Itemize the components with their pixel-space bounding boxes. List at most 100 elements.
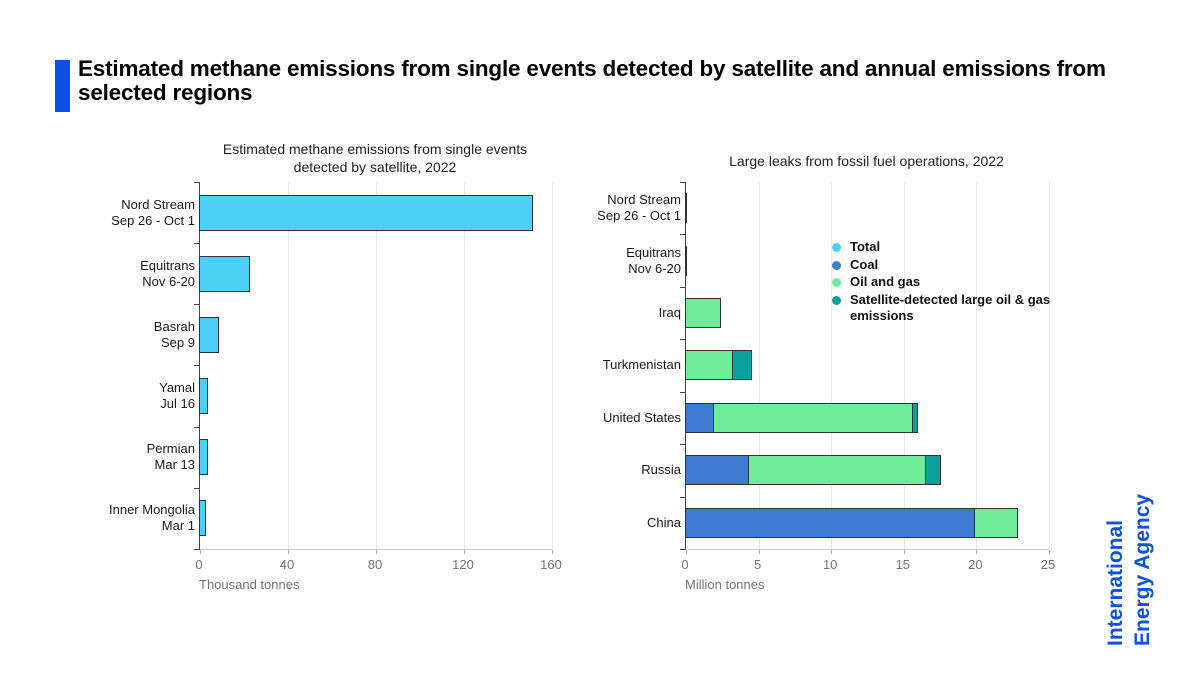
bar-track: [199, 378, 551, 415]
bar-segment: [685, 507, 976, 538]
chart-legend: Total Coal Oil and gas Satellite-detected l…: [832, 239, 1072, 326]
bar-segment: [925, 455, 942, 486]
category-tick-mark: [194, 243, 200, 245]
chart-row: Russia: [560, 444, 1080, 496]
x-axis-label: Thousand tonnes: [199, 576, 300, 592]
chart-single-events: Estimated methane emissions from single …: [90, 135, 570, 592]
bar-track: [685, 455, 1048, 486]
axis-tick-mark: [758, 549, 760, 554]
category-tick-mark: [680, 339, 686, 341]
bar-segment: [685, 193, 688, 224]
grid-line: [376, 182, 377, 549]
category-tick-mark: [194, 487, 200, 489]
category-tick-mark: [194, 365, 200, 367]
grid-line: [464, 182, 465, 549]
chart-row: Iraq: [560, 287, 1080, 339]
chart-title: Large leaks from fossil fuel operations,…: [729, 153, 1004, 169]
grid-line: [288, 182, 289, 549]
axis-tick-mark: [976, 549, 978, 554]
row-label: Inner Mongolia Mar 1: [109, 502, 195, 534]
category-tick-mark: [194, 426, 200, 428]
grid-line: [1049, 182, 1050, 549]
x-axis-label: Million tonnes: [685, 576, 765, 592]
row-label: Russia: [641, 462, 681, 478]
bar-track: [685, 350, 1048, 381]
iea-logo-text: International Energy Agency: [1104, 493, 1154, 646]
x-tick-label: 160: [540, 556, 562, 572]
bar-segment: [685, 298, 722, 329]
category-tick-mark: [680, 234, 686, 236]
legend-color-dot: [832, 260, 841, 270]
x-tick-label: 10: [822, 556, 838, 572]
bar-segment: [912, 402, 919, 433]
category-tick-mark: [680, 286, 686, 288]
axis-tick-mark: [552, 549, 553, 554]
legend-color-dot: [832, 295, 841, 305]
bar-track: [199, 194, 551, 231]
bar-track: [685, 507, 1048, 538]
chart-title: Estimated methane emissions from single …: [222, 141, 528, 175]
legend-label: Oil and gas: [850, 274, 921, 289]
axis-tick-mark: [831, 549, 833, 554]
row-label: Equitrans Nov 6-20: [626, 244, 681, 276]
axis-tick-mark: [200, 549, 201, 554]
legend-label: Total: [850, 239, 881, 254]
x-tick-label: 40: [279, 556, 295, 572]
grid-line: [831, 182, 833, 549]
x-tick-label: 20: [968, 556, 983, 572]
legend-item: Coal: [832, 257, 1072, 274]
bar-segment: [747, 455, 927, 486]
chart-row: Nord Stream Sep 26 - Oct 1: [560, 182, 1080, 234]
axis-tick-mark: [288, 549, 289, 554]
row-label: Yamal Jul 16: [159, 380, 195, 412]
legend-color-dot: [832, 243, 841, 252]
chart-row: Yamal Jul 16: [90, 365, 570, 426]
axis-tick-mark: [376, 549, 377, 554]
bar-segment: [199, 378, 209, 415]
chart-row: Permian Mar 13: [90, 427, 570, 488]
bar-track: [199, 439, 551, 476]
bar-segment: [199, 255, 250, 292]
chart-row: Nord Stream Sep 26 - Oct 1: [90, 182, 570, 243]
legend-item: Total: [832, 239, 1072, 256]
row-label: Basrah Sep 9: [153, 318, 195, 350]
x-tick-label: 120: [452, 556, 474, 572]
bar-track: [685, 245, 1048, 276]
chart-plot-area: Nord Stream Sep 26 - Oct 1 Equitrans Nov …: [90, 182, 570, 554]
legend-label: Satellite-detected large oil & gas emiss…: [850, 291, 1051, 324]
row-label: United States: [602, 409, 681, 425]
legend-color-dot: [832, 278, 841, 287]
row-label: Permian Mar 13: [146, 441, 195, 473]
chart-row: Turkmenistan: [560, 339, 1080, 391]
axis-tick-mark: [686, 549, 687, 554]
row-label: Iraq: [658, 305, 681, 321]
bar-track: [199, 316, 551, 353]
category-tick-mark: [680, 444, 686, 446]
x-tick-label: 0: [681, 556, 689, 572]
category-tick-mark: [194, 548, 200, 550]
row-label: Nord Stream Sep 26 - Oct 1: [111, 196, 195, 228]
bar-segment: [199, 194, 534, 231]
chart-plot-area: Total Coal Oil and gas Satellite-detected l…: [560, 182, 1080, 554]
axis-tick-mark: [1049, 549, 1050, 554]
chart-row: United States: [560, 392, 1080, 444]
chart-row: Equitrans Nov 6-20: [90, 243, 570, 304]
title-accent-bar: [55, 60, 70, 112]
grid-line: [976, 182, 978, 549]
x-tick-label: 0: [195, 556, 203, 572]
bar-track: [199, 500, 551, 537]
legend-item: Satellite-detected large oil & gas emiss…: [832, 292, 1072, 325]
category-tick-mark: [680, 496, 686, 498]
legend-item: Oil and gas: [832, 274, 1072, 291]
category-tick-mark: [194, 304, 200, 306]
bar-segment: [731, 350, 753, 381]
bar-track: [685, 193, 1048, 224]
bar-segment: [685, 455, 749, 486]
chart-row: China: [560, 497, 1080, 549]
grid-line: [903, 182, 905, 549]
category-tick-mark: [194, 182, 200, 183]
x-axis-ticks: 0 40 80 120 160: [195, 556, 561, 573]
bar-segment: [199, 500, 207, 537]
bar-track: [199, 255, 551, 292]
bar-track: [685, 402, 1048, 433]
